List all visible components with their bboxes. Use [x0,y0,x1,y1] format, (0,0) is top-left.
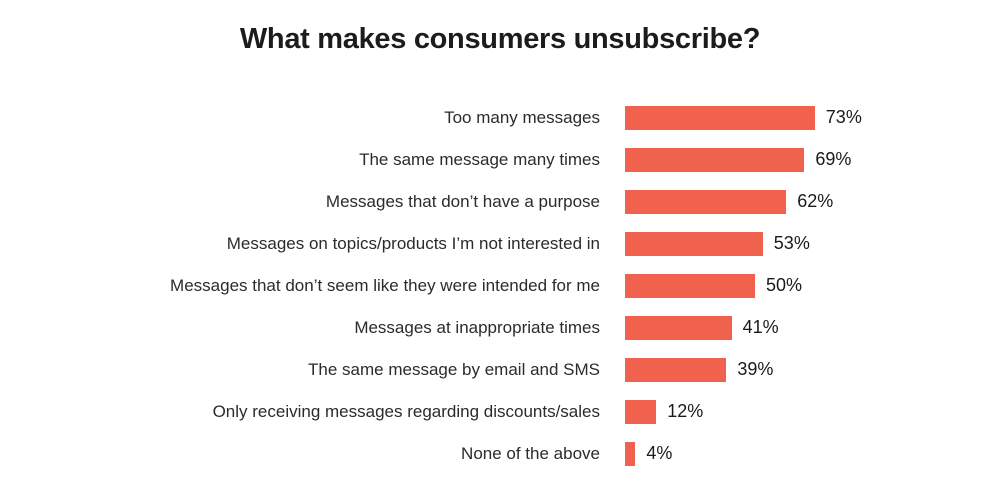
chart-row: The same message by email and SMS 39% [0,349,1000,391]
category-label: The same message many times [359,149,600,169]
bar [625,399,657,424]
bar [625,189,787,214]
chart-row: The same message many times 69% [0,139,1000,181]
bar [625,315,732,340]
category-label: Only receiving messages regarding discou… [212,401,600,421]
chart-row: Too many messages 73% [0,97,1000,139]
value-label: 50% [766,275,803,296]
bar [625,357,727,382]
value-label: 12% [667,401,704,422]
chart-row: Messages at inappropriate times 41% [0,307,1000,349]
category-label: Messages that don’t seem like they were … [170,275,600,295]
value-label: 53% [773,233,810,254]
value-label: 39% [737,359,774,380]
category-label: None of the above [461,443,600,463]
chart-row: Messages on topics/products I’m not inte… [0,223,1000,265]
bar-chart: Too many messages 73% The same message man… [0,97,1000,475]
category-label: Messages that don’t have a purpose [325,191,600,211]
category-label: Too many messages [444,107,600,127]
bar [625,147,805,172]
bar [625,105,815,130]
chart-row: Messages that don’t have a purpose 62% [0,181,1000,223]
value-label: 73% [825,107,862,128]
bar [625,273,755,298]
bar [625,231,763,256]
chart-row: Messages that don’t seem like they were … [0,265,1000,307]
category-label: The same message by email and SMS [308,359,600,379]
category-label: Messages on topics/products I’m not inte… [226,233,600,253]
chart-row: Only receiving messages regarding discou… [0,391,1000,433]
chart-row: None of the above 4% [0,433,1000,475]
value-label: 62% [797,191,834,212]
chart-title: What makes consumers unsubscribe? [239,23,761,55]
value-label: 41% [742,317,779,338]
value-label: 4% [646,443,673,464]
category-label: Messages at inappropriate times [354,317,600,337]
bar [625,441,636,466]
value-label: 69% [815,149,852,170]
